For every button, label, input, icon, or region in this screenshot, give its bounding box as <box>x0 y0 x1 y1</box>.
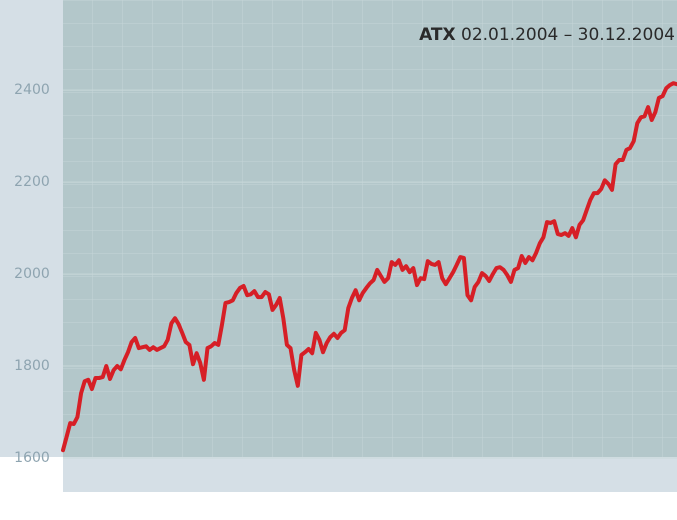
chart-title: ATX 02.01.2004 – 30.12.2004 <box>419 25 675 45</box>
y-tick-label: 2400 <box>14 82 50 98</box>
axis-strip <box>0 0 63 457</box>
y-tick-label: 1800 <box>14 358 50 374</box>
y-tick-label: 1600 <box>14 450 50 466</box>
y-tick-label: 2000 <box>14 266 50 282</box>
line <box>61 81 677 453</box>
bottom-strip <box>63 457 677 492</box>
title-name: ATX <box>419 25 456 45</box>
fine-grid <box>63 0 677 457</box>
title-range: 02.01.2004 – 30.12.2004 <box>461 25 675 45</box>
y-tick-label: 2200 <box>14 174 50 190</box>
